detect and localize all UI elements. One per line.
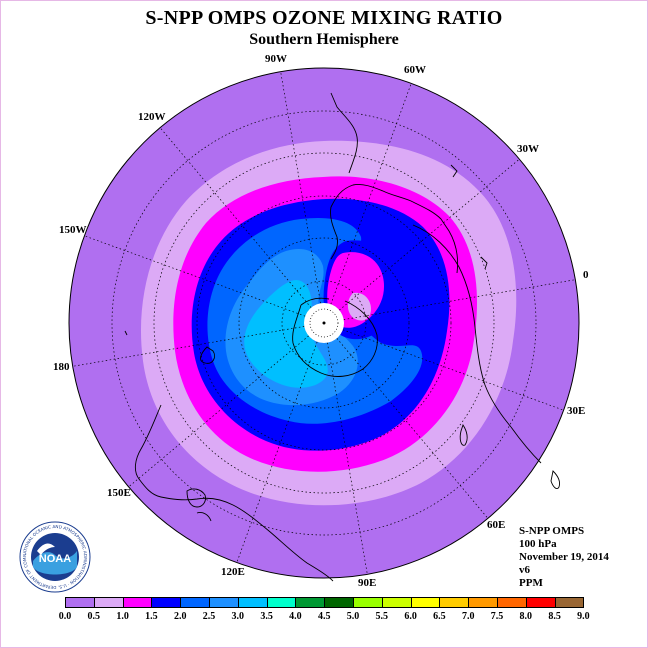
lon-label-60w: 60W (404, 64, 426, 76)
colorbar-tick-label: 5.0 (346, 611, 360, 622)
colorbar-swatch (180, 597, 210, 608)
colorbar-swatch (122, 597, 153, 608)
map-subtitle: Southern Hemisphere (249, 31, 399, 48)
lon-label-150e: 150E (107, 487, 131, 499)
colorbar-swatch (209, 597, 239, 608)
colorbar-tick-label: 4.5 (317, 611, 331, 622)
colorbar-tick-label: 1.0 (116, 611, 129, 622)
colorbar-tick-label: 8.5 (548, 611, 561, 622)
colorbar-swatch (266, 597, 297, 608)
colorbar-swatch (439, 597, 470, 608)
colorbar-swatch (65, 597, 95, 608)
colorbar-tick-label: 0.0 (58, 611, 72, 622)
south-pole-marker (322, 321, 326, 325)
colorbar-tick-label: 5.5 (375, 611, 389, 622)
info-date: November 19, 2014 (519, 551, 609, 563)
lon-label-90e: 90E (358, 577, 377, 589)
colorbar-tick-label: 9.0 (577, 611, 590, 622)
lon-label-150w: 150W (59, 224, 87, 236)
lon-label-180: 180 (53, 361, 70, 373)
colorbar-tick-label: 2.5 (202, 611, 216, 622)
colorbar-swatch (295, 597, 326, 608)
info-version: v6 (519, 564, 530, 576)
noaa-logo: NATIONAL OCEANIC AND ATMOSPHERIC ADMINIS… (19, 521, 91, 593)
colorbar-tick-label: 0.5 (87, 611, 101, 622)
info-pressure-level: 100 hPa (519, 538, 557, 550)
colorbar-swatch (468, 597, 498, 608)
colorbar-tick-label: 3.5 (260, 611, 273, 622)
colorbar-swatch (237, 597, 268, 608)
colorbar-swatch (381, 597, 412, 608)
colorbar-swatch (554, 597, 585, 608)
colorbar-swatch (93, 597, 124, 608)
noaa-logo-text: NOAA (39, 553, 71, 565)
lon-label-0: 0 (583, 269, 589, 281)
colorbar-swatch (525, 597, 556, 608)
info-units: PPM (519, 577, 543, 589)
map-info-block: S-NPP OMPS 100 hPa November 19, 2014 v6 … (519, 525, 609, 590)
pole-inner-circle (309, 308, 339, 338)
lon-label-90w: 90W (265, 53, 287, 65)
colorbar-tick-label: 1.5 (145, 611, 158, 622)
colorbar-tick-label: 4.0 (289, 611, 302, 622)
map-title: S-NPP OMPS OZONE MIXING RATIO (145, 7, 503, 29)
colorbar-tick-label: 3.0 (231, 611, 245, 622)
colorbar-tick-label: 8.0 (519, 611, 533, 622)
lon-label-30e: 30E (567, 405, 586, 417)
colorbar-swatch (324, 597, 354, 608)
map-boundary (68, 67, 580, 579)
lon-label-120w: 120W (138, 111, 166, 123)
lon-label-60e: 60E (487, 519, 506, 531)
colorbar-tick-label: 6.5 (433, 611, 446, 622)
colorbar-swatch (353, 597, 383, 608)
graticule (72, 71, 576, 575)
info-instrument: S-NPP OMPS (519, 525, 585, 537)
ozone-band-3.0-3.5 (244, 279, 328, 388)
lon-label-30w: 30W (517, 143, 539, 155)
ozone-band-0.5-1.0-inner (347, 292, 371, 321)
colorbar-tick-label: 6.0 (404, 611, 417, 622)
colorbar-tick-label: 2.0 (173, 611, 187, 622)
colorbar-tick-label: 7.0 (461, 611, 475, 622)
colorbar-swatch (151, 597, 182, 608)
lon-label-120e: 120E (221, 566, 245, 578)
colorbar-tick-label: 7.5 (490, 611, 504, 622)
colorbar-swatch (497, 597, 527, 608)
colorbar-swatch (410, 597, 441, 608)
